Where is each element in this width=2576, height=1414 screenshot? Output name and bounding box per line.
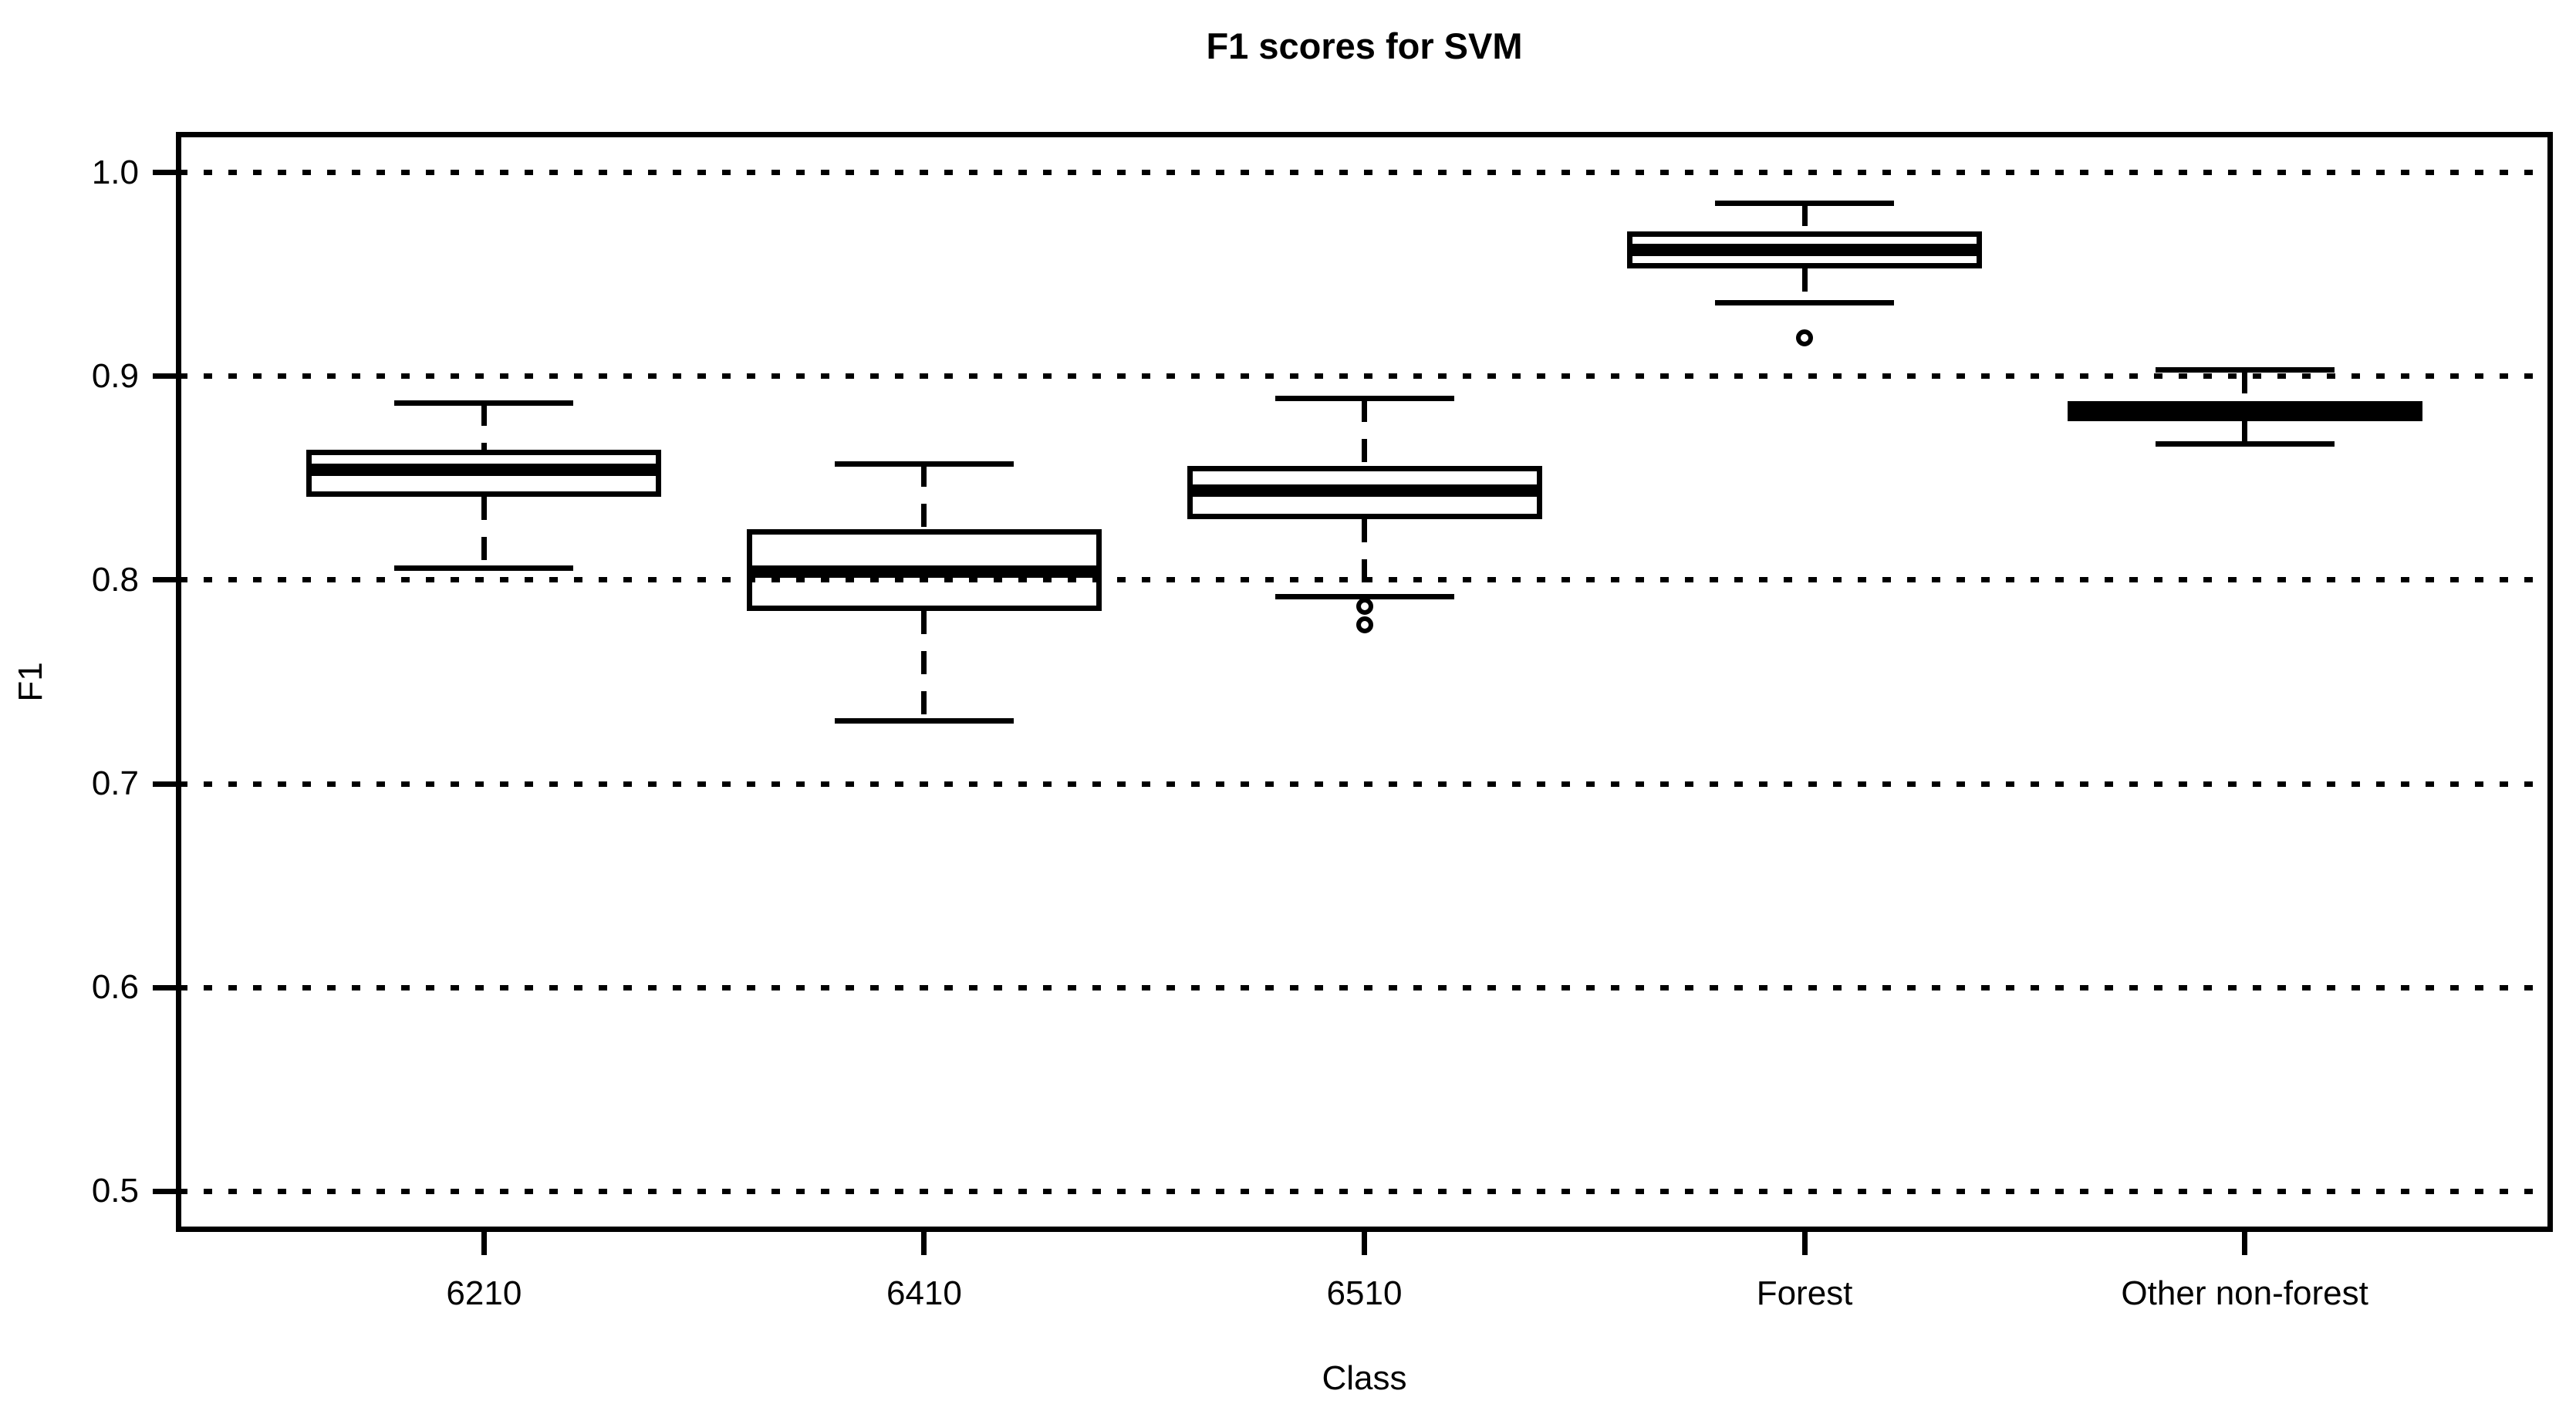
- lower-whisker-line: [1362, 518, 1367, 597]
- y-tick-mark: [153, 373, 176, 380]
- x-tick-mark: [1801, 1232, 1808, 1255]
- y-gridline: [179, 1188, 2550, 1194]
- lower-whisker-cap: [834, 717, 1014, 724]
- lower-whisker-line: [2242, 420, 2248, 444]
- outlier-point: [1796, 329, 1814, 346]
- x-tick-label: 6410: [886, 1274, 962, 1312]
- y-tick-label: 0.6: [91, 968, 139, 1007]
- upper-whisker-line: [921, 464, 927, 529]
- y-tick-mark: [153, 781, 176, 787]
- chart-title: F1 scores for SVM: [1206, 25, 1523, 66]
- y-tick-label: 0.5: [91, 1172, 139, 1210]
- lower-whisker-cap: [1274, 593, 1454, 599]
- upper-whisker-cap: [2155, 367, 2335, 373]
- outlier-point: [1356, 616, 1373, 634]
- upper-whisker-cap: [1274, 396, 1454, 402]
- y-tick-label: 0.7: [91, 764, 139, 803]
- y-axis-title: F1: [12, 662, 49, 702]
- upper-whisker-line: [1362, 398, 1367, 467]
- y-gridline: [179, 170, 2550, 176]
- y-tick-mark: [153, 1188, 176, 1194]
- y-tick-mark: [153, 577, 176, 583]
- median-line: [1627, 244, 1983, 257]
- lower-whisker-cap: [1715, 300, 1895, 306]
- upper-whisker-line: [2242, 370, 2248, 401]
- lower-whisker-cap: [394, 565, 574, 571]
- median-line: [2067, 404, 2422, 417]
- outlier-point: [1356, 598, 1373, 616]
- x-tick-label: Other non-forest: [2121, 1274, 2368, 1312]
- lower-whisker-cap: [2155, 440, 2335, 447]
- x-axis-title: Class: [1322, 1359, 1407, 1397]
- x-tick-label: 6210: [446, 1274, 522, 1312]
- upper-whisker-cap: [394, 400, 574, 406]
- lower-whisker-line: [921, 610, 927, 721]
- y-tick-mark: [153, 170, 176, 176]
- y-tick-mark: [153, 984, 176, 990]
- upper-whisker-line: [481, 403, 487, 450]
- y-gridline: [179, 781, 2550, 787]
- upper-whisker-cap: [834, 461, 1014, 467]
- upper-whisker-line: [1801, 203, 1808, 232]
- y-tick-label: 1.0: [91, 153, 139, 191]
- y-tick-label: 0.8: [91, 560, 139, 599]
- x-tick-mark: [921, 1232, 927, 1255]
- lower-whisker-line: [1801, 268, 1808, 303]
- x-tick-label: 6510: [1326, 1274, 1403, 1312]
- y-gridline: [179, 373, 2550, 380]
- y-gridline: [179, 984, 2550, 990]
- x-tick-mark: [2242, 1232, 2248, 1255]
- lower-whisker-line: [481, 496, 487, 569]
- median-line: [306, 464, 662, 477]
- x-tick-mark: [481, 1232, 487, 1255]
- median-line: [746, 565, 1102, 579]
- upper-whisker-cap: [1715, 200, 1895, 206]
- plot-frame: [176, 132, 2553, 1232]
- x-tick-mark: [1362, 1232, 1367, 1255]
- y-tick-label: 0.9: [91, 356, 139, 395]
- median-line: [1187, 484, 1542, 497]
- x-tick-label: Forest: [1756, 1274, 1853, 1312]
